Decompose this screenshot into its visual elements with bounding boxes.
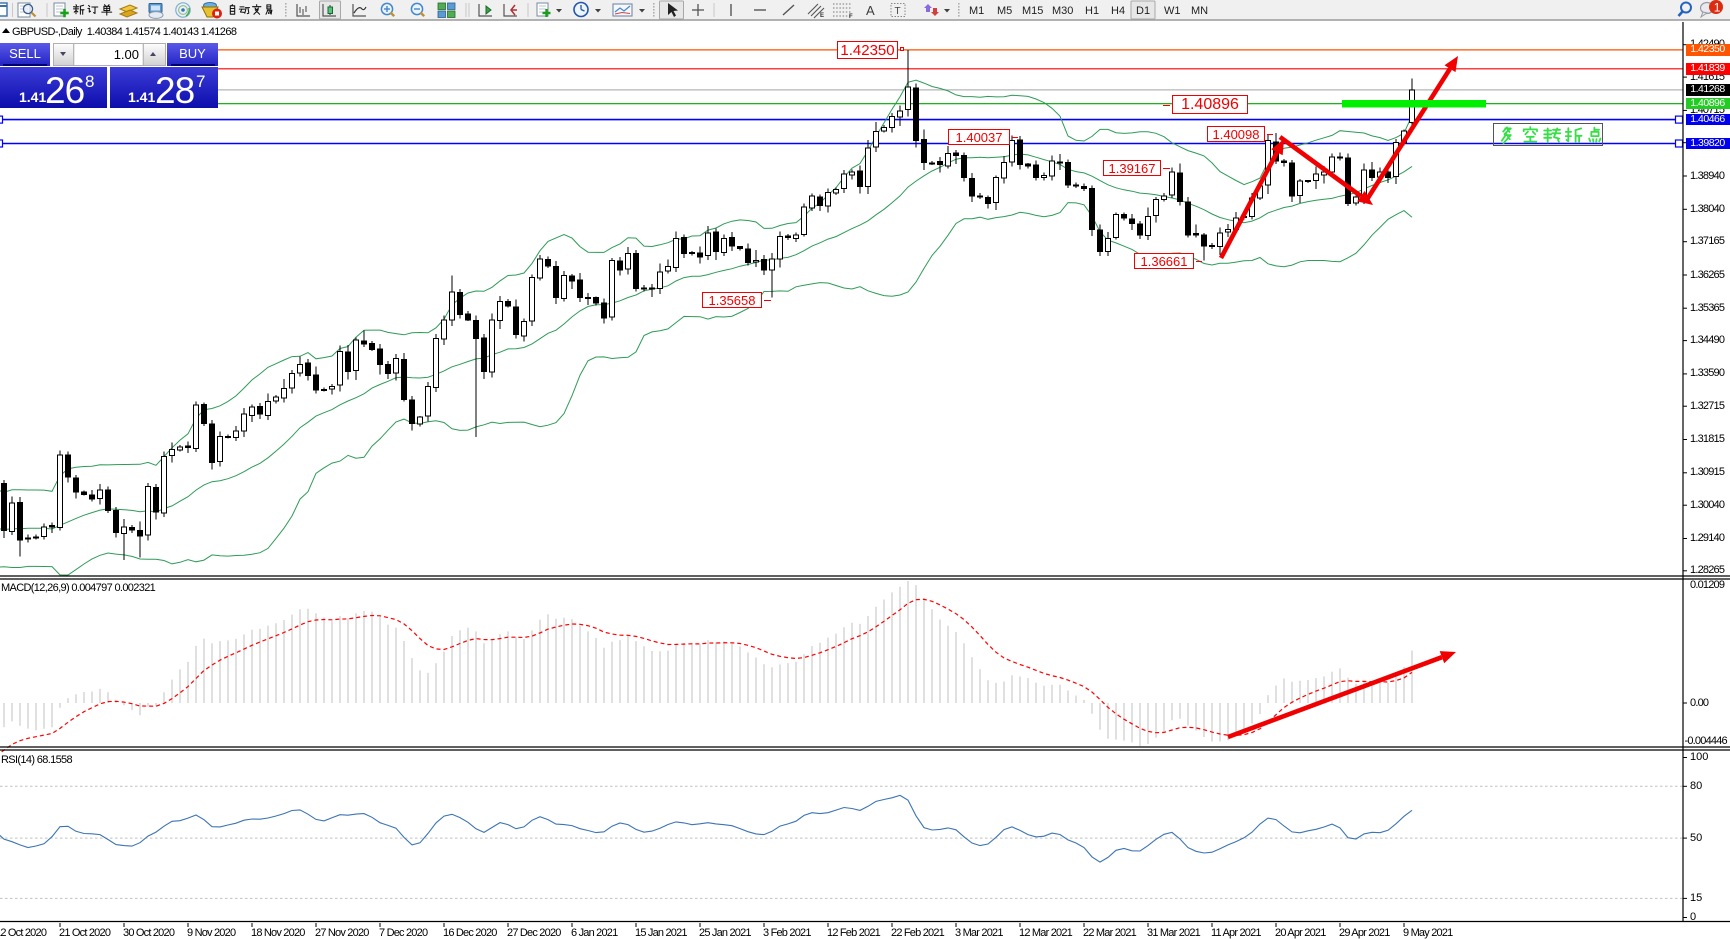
svg-text:M5: M5	[997, 5, 1012, 17]
svg-text:MN: MN	[1191, 5, 1208, 17]
svg-text:T: T	[895, 6, 901, 17]
svg-text:W1: W1	[1164, 5, 1181, 17]
svg-text:H1: H1	[1085, 5, 1099, 17]
svg-text:H4: H4	[1111, 5, 1125, 17]
svg-text:1: 1	[1714, 1, 1721, 15]
svg-text:D1: D1	[1136, 5, 1150, 17]
svg-text:M30: M30	[1052, 5, 1073, 17]
svg-text:M1: M1	[969, 5, 984, 17]
svg-text:M15: M15	[1022, 5, 1043, 17]
svg-text:E: E	[820, 13, 824, 19]
svg-text:F: F	[849, 14, 853, 20]
svg-text:A: A	[866, 3, 875, 18]
